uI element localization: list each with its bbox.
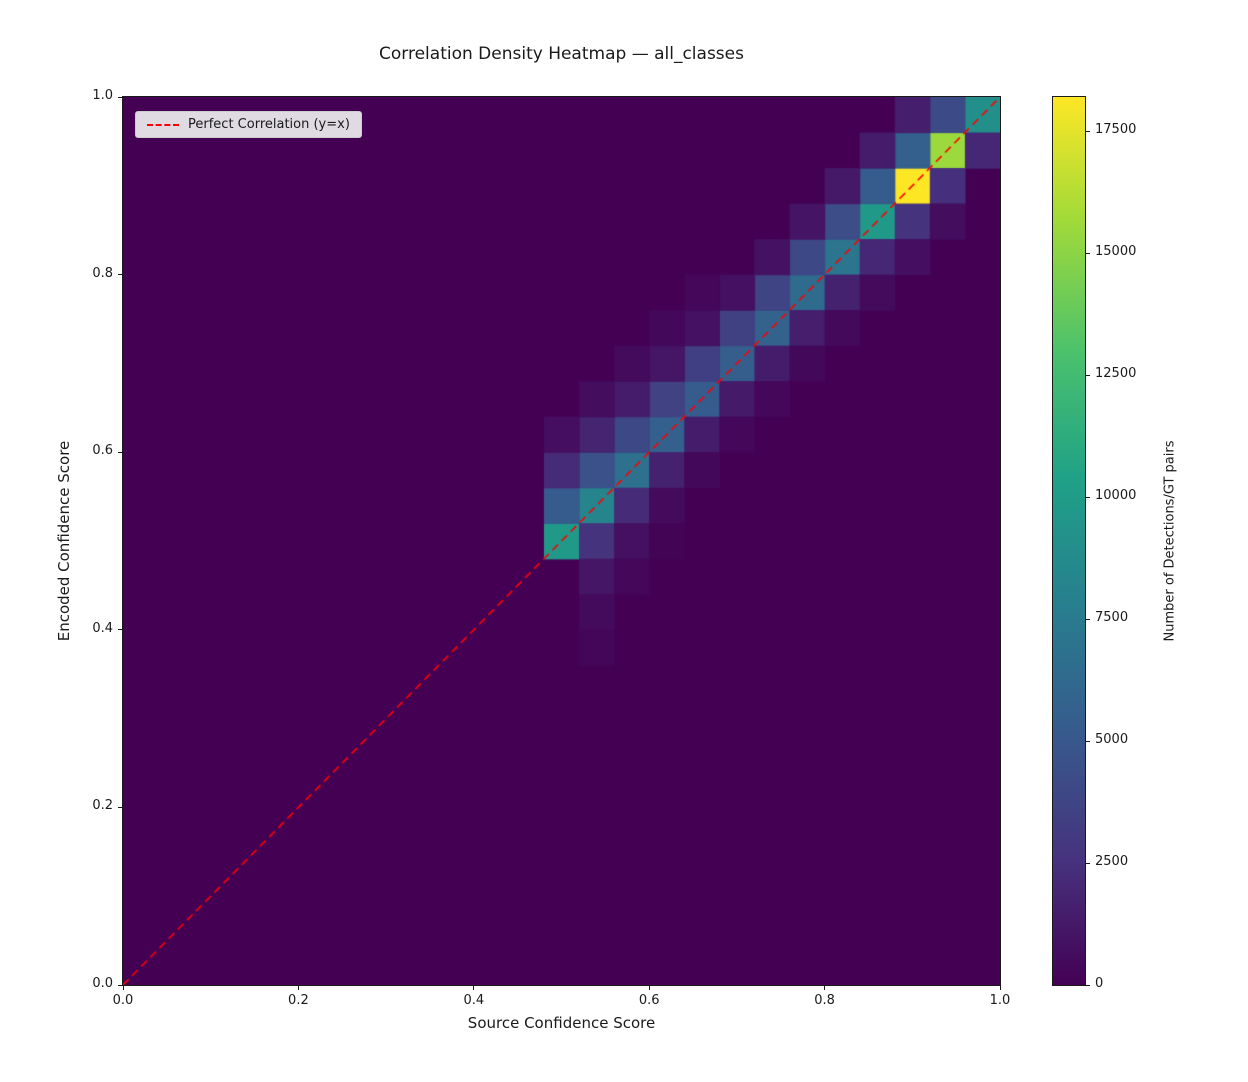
x-tick-label: 0.2 [288, 993, 309, 1008]
colorbar-tick-mark [1085, 862, 1090, 864]
colorbar-tick-mark [1085, 252, 1090, 254]
y-tick-mark [118, 451, 123, 453]
colorbar-tick-mark [1085, 984, 1090, 986]
heatmap-canvas [123, 97, 1000, 985]
x-tick-mark [297, 985, 299, 990]
legend-label: Perfect Correlation (y=x) [188, 117, 350, 132]
colorbar-tick-mark [1085, 130, 1090, 132]
y-tick-label: 1.0 [92, 88, 113, 103]
x-axis-label: Source Confidence Score [467, 1014, 656, 1032]
y-tick-mark [118, 96, 123, 98]
colorbar-tick-label: 12500 [1095, 366, 1137, 382]
colorbar-tick-label: 17500 [1095, 122, 1137, 138]
heatmap-plot-area: Perfect Correlation (y=x) [122, 96, 1001, 986]
chart-title: Correlation Density Heatmap — all_classe… [379, 44, 744, 64]
x-tick-mark [122, 985, 124, 990]
colorbar-tick-label: 10000 [1095, 488, 1137, 504]
y-tick-label: 0.4 [92, 620, 113, 636]
x-tick-label: 0.4 [463, 993, 485, 1008]
y-axis-label: Encoded Confidence Score [55, 440, 73, 642]
x-tick-mark [473, 985, 475, 990]
colorbar-tick-mark [1085, 740, 1090, 742]
x-tick-mark [824, 985, 826, 990]
x-tick-mark [999, 985, 1001, 990]
y-tick-label: 0.6 [92, 443, 113, 459]
colorbar-tick-label: 15000 [1095, 244, 1137, 260]
colorbar-tick-label: 2500 [1095, 854, 1129, 870]
y-tick-label: 0.2 [92, 798, 113, 814]
colorbar-tick-label: 7500 [1095, 610, 1129, 626]
x-tick-label: 0.6 [638, 993, 660, 1008]
x-tick-mark [648, 985, 650, 990]
legend: Perfect Correlation (y=x) [135, 111, 362, 138]
colorbar-tick-mark [1085, 374, 1090, 376]
y-tick-mark [118, 984, 123, 986]
colorbar-tick-label: 0 [1095, 976, 1104, 991]
colorbar-tick-label: 5000 [1095, 732, 1129, 748]
x-tick-label: 0.0 [112, 993, 134, 1008]
y-tick-mark [118, 629, 123, 631]
x-tick-label: 1.0 [989, 993, 1011, 1008]
colorbar-tick-mark [1085, 618, 1090, 620]
x-tick-label: 0.8 [814, 993, 835, 1008]
y-tick-label: 0.0 [92, 976, 113, 991]
colorbar [1052, 96, 1086, 986]
colorbar-label: Number of Detections/GT pairs [1162, 440, 1178, 642]
dashed-line-icon [147, 123, 179, 126]
colorbar-tick-mark [1085, 496, 1090, 498]
y-tick-label: 0.8 [92, 265, 113, 281]
y-tick-mark [118, 806, 123, 808]
y-tick-mark [118, 274, 123, 276]
